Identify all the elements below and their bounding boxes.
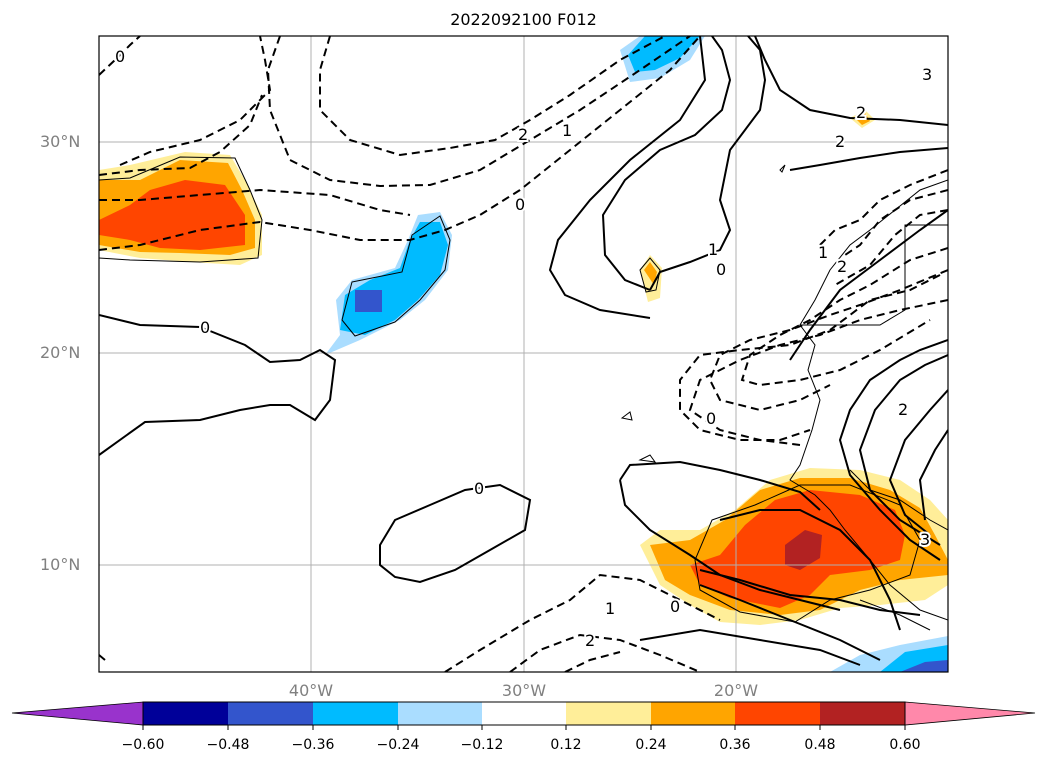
colorbar-tick-label: 0.60	[889, 737, 921, 753]
coastlines	[620, 164, 948, 631]
contour-label: 0	[670, 597, 680, 616]
anomaly-blob-southeast	[640, 468, 948, 625]
colorbar-tick-label: −0.12	[460, 737, 504, 753]
contour-label: 0	[115, 47, 125, 66]
colorbar-swatch	[143, 702, 228, 725]
contour-label: 1	[562, 121, 572, 140]
colorbar-swatch	[228, 702, 313, 725]
contour-label: 0	[474, 479, 484, 498]
colorbar-swatch	[820, 702, 905, 725]
contour-label: 0	[706, 409, 716, 428]
colorbar-swatch	[566, 702, 651, 725]
contour-label: 2	[898, 400, 908, 419]
lon-label-20w: 20°W	[713, 681, 759, 700]
lat-label-30n: 30°N	[40, 132, 81, 151]
colorbar-swatch	[398, 702, 482, 725]
thin-contours	[99, 156, 921, 623]
colorbar-tick-label: −0.24	[376, 737, 420, 753]
contour-label: 2	[518, 125, 528, 144]
dashed-contours	[99, 36, 948, 672]
anomaly-blue-band	[325, 212, 452, 355]
contour-label: 0	[515, 195, 525, 214]
lon-label-30w: 30°W	[501, 681, 547, 700]
solid-contours	[99, 36, 948, 666]
anomaly-blue-bottom	[830, 636, 948, 672]
colorbar-frame	[142, 701, 906, 726]
contour-label: 2	[585, 631, 595, 650]
colorbar-extend-min	[11, 701, 144, 726]
colorbar-tick-label: 0.36	[719, 737, 751, 753]
colorbar-tick-label: −0.48	[206, 737, 250, 753]
lon-label-40w: 40°W	[288, 681, 334, 700]
contour-label: 3	[920, 530, 930, 549]
colorbar-swatch	[313, 702, 398, 725]
colorbar-tick-label: 0.12	[550, 737, 582, 753]
colorbar-tick-label: 0.48	[804, 737, 836, 753]
colorbar-tick-label: 0.24	[635, 737, 667, 753]
contour-label: 0	[716, 260, 726, 279]
contour-label: 1	[818, 243, 828, 262]
map-title: 2022092100 F012	[450, 10, 597, 29]
colorbar-tick-label: −0.60	[121, 737, 165, 753]
contour-label: 1	[605, 599, 615, 618]
plot-frame	[98, 35, 949, 673]
contour-label: 2	[837, 257, 847, 276]
contour-label: 2	[856, 103, 866, 122]
lat-label-10n: 10°N	[40, 555, 81, 574]
colorbar-extend-max	[904, 701, 1036, 726]
colorbar-swatch	[482, 702, 566, 725]
contour-label: 1	[708, 240, 718, 259]
colorbar-swatch	[735, 702, 820, 725]
colorbar-tick-label: −0.36	[291, 737, 335, 753]
contour-label: 0	[200, 318, 210, 337]
anomaly-blob-west	[99, 152, 262, 265]
colorbar-swatch	[651, 702, 735, 725]
contour-label: 3	[922, 65, 932, 84]
contour-labels: 0 0 0 0 0 0 0 1 1 1 1 2 2 2 2 2 2 3 3	[113, 45, 934, 652]
contour-label: 2	[835, 132, 845, 151]
lat-label-20n: 20°N	[40, 343, 81, 362]
colorbar	[11, 701, 1036, 730]
